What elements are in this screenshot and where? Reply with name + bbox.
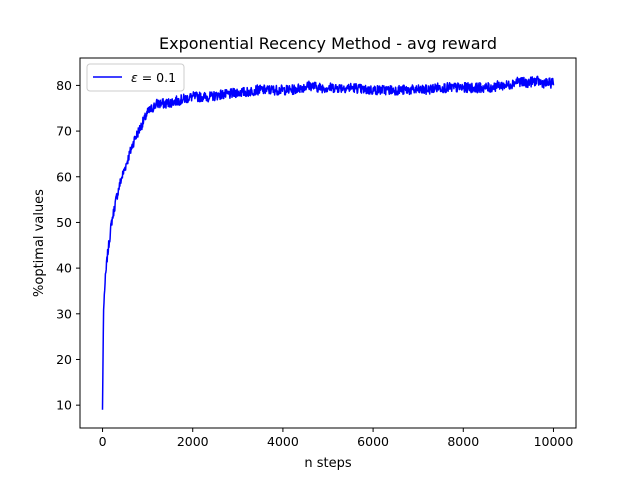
legend-box <box>86 63 185 92</box>
plot-area <box>79 57 577 429</box>
legend-entry-label: ε = 0.1 <box>131 70 176 85</box>
plot-frame <box>79 57 577 429</box>
x-tick-label: 0 <box>99 434 107 449</box>
series-line-group <box>101 75 555 410</box>
y-tick-label: 60 <box>56 169 72 184</box>
legend-epsilon-value: = 0.1 <box>138 70 176 85</box>
y-axis-label: %optimal values <box>32 189 47 297</box>
y-axis-ticks: 10 20 30 40 50 60 70 80 <box>56 78 80 413</box>
x-axis-ticks: 0 2000 4000 6000 8000 10000 <box>99 428 574 449</box>
legend-epsilon-symbol: ε <box>131 70 138 85</box>
x-tick-label: 6000 <box>357 434 389 449</box>
y-tick-label: 80 <box>56 78 72 93</box>
legend: ε = 0.1 <box>86 63 185 92</box>
x-tick-label: 2000 <box>177 434 209 449</box>
y-tick-label: 30 <box>56 306 72 321</box>
y-tick-label: 70 <box>56 124 72 139</box>
y-tick-label: 20 <box>56 352 72 367</box>
chart-title: Exponential Recency Method - avg reward <box>159 34 497 53</box>
y-tick-label: 10 <box>56 398 72 413</box>
x-tick-label: 10000 <box>534 434 574 449</box>
y-tick-label: 40 <box>56 261 72 276</box>
y-tick-label: 50 <box>56 215 72 230</box>
x-axis-label: n steps <box>304 456 351 471</box>
x-tick-label: 4000 <box>267 434 299 449</box>
x-tick-label: 8000 <box>447 434 479 449</box>
series-line <box>101 75 555 410</box>
